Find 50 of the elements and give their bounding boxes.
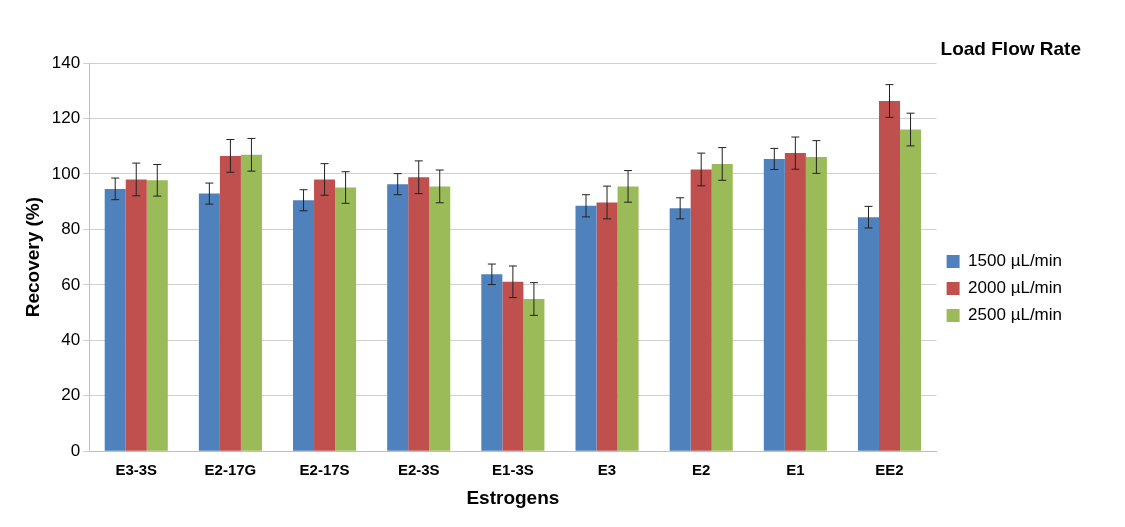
bar (805, 157, 827, 451)
bar (219, 155, 241, 451)
y-tick-label: 0 (70, 440, 81, 460)
bar (146, 180, 168, 451)
y-tick-label: 40 (61, 329, 81, 349)
y-tick-label: 100 (51, 163, 81, 183)
bar (763, 158, 785, 451)
x-axis-title: Estrogens (466, 486, 560, 508)
y-tick-label: 60 (61, 274, 81, 294)
y-tick-label: 20 (61, 385, 81, 405)
x-tick-label: E1-3S (492, 461, 534, 479)
legend-label: 2500 µL/min (968, 305, 1063, 325)
x-tick-label: E3-3S (115, 461, 158, 479)
legend-title: Load Flow Rate (940, 37, 1081, 59)
x-tick-label: EE2 (875, 461, 904, 479)
bar (314, 179, 336, 451)
bar (857, 217, 879, 451)
bar (502, 281, 524, 451)
legend-label: 1500 µL/min (968, 251, 1063, 271)
legend-label: 2000 µL/min (968, 278, 1063, 298)
bar (293, 200, 315, 451)
bar (240, 154, 262, 451)
x-tick-label: E2-17S (299, 461, 350, 479)
bar (784, 153, 806, 451)
x-tick-label: E3 (597, 461, 617, 479)
bar (125, 179, 147, 451)
x-tick-label: E2-17G (204, 461, 257, 479)
bar (617, 186, 639, 451)
bar (711, 163, 733, 451)
bar (900, 129, 922, 451)
x-tick-label: E2 (692, 461, 711, 479)
bar (387, 184, 409, 451)
y-tick-label: 80 (61, 219, 81, 239)
bar (429, 186, 451, 451)
bar (408, 177, 430, 451)
bar (669, 208, 691, 451)
y-axis-title: Recovery (%) (21, 196, 43, 318)
x-tick-label: E2-3S (397, 461, 440, 479)
bar (335, 187, 357, 451)
bar (596, 202, 618, 451)
y-tick-label: 140 (51, 52, 81, 72)
bar (690, 169, 712, 451)
bar (104, 188, 126, 451)
bar (523, 298, 545, 451)
y-tick-label: 120 (51, 108, 81, 128)
bar (198, 193, 220, 451)
bar (879, 100, 901, 451)
bar (481, 274, 503, 451)
x-tick-label: E1 (786, 461, 805, 479)
bar (575, 205, 597, 451)
